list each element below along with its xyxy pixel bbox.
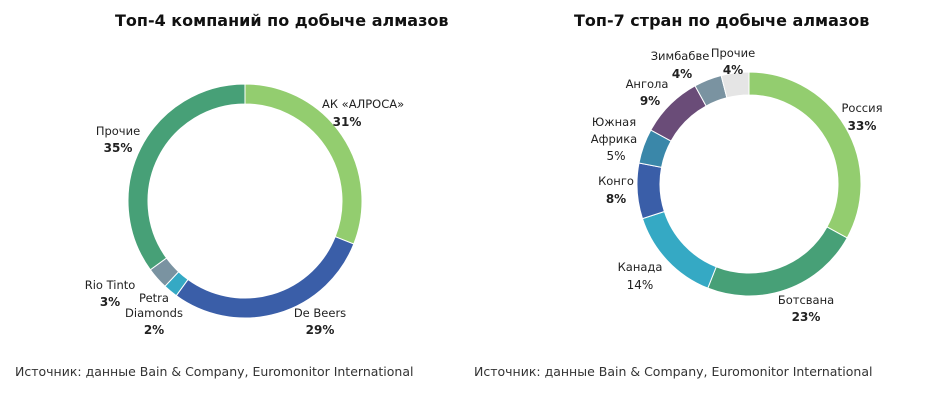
slice-label-zimbabwe-pct: 4% <box>672 67 692 81</box>
slice-label-south-africa-pct: 5% <box>606 149 625 163</box>
slice-label-angola-pct: 9% <box>640 94 660 108</box>
slice-label-botswana-name: Ботсвана <box>778 293 834 307</box>
source-note-left: Источник: данные Bain & Company, Euromon… <box>15 364 414 379</box>
slice-label-south-africa-name-2: Африка <box>591 132 637 146</box>
slice-label-angola-name: Ангола <box>626 77 669 91</box>
chart-title-countries: Топ-7 стран по добыче алмазов <box>574 11 870 30</box>
donut-1-slice-7 <box>720 71 750 99</box>
slice-label-canada-name: Канада <box>618 260 663 274</box>
slice-label-petra-name-1: Petra <box>139 291 169 305</box>
slice-label-other-companies-pct: 35% <box>104 141 133 155</box>
slice-label-riotinto-pct: 3% <box>100 295 120 309</box>
donut-0-slice-4 <box>127 83 246 271</box>
slice-label-petra-name-2: Diamonds <box>125 306 183 320</box>
slice-label-petra-pct: 2% <box>144 323 164 337</box>
slice-label-congo-name: Конго <box>598 174 634 188</box>
slice-label-alrosa-name: АК «АЛРОСА» <box>322 97 404 111</box>
slice-label-zimbabwe-name: Зимбабве <box>651 49 710 63</box>
donut-1-slice-2 <box>641 210 717 289</box>
slice-label-other-countries-name: Прочие <box>711 46 755 60</box>
slice-label-russia-pct: 33% <box>848 119 877 133</box>
slice-label-russia-name: Россия <box>841 101 882 115</box>
slice-label-debeers-name: De Beers <box>294 306 346 320</box>
source-note-right: Источник: данные Bain & Company, Euromon… <box>474 364 873 379</box>
slice-label-other-countries-pct: 4% <box>723 63 743 77</box>
slice-label-canada-pct: 14% <box>627 278 654 292</box>
slice-label-south-africa-name-1: Южная <box>592 115 636 129</box>
donut-companies <box>127 83 363 319</box>
slice-label-riotinto-name: Rio Tinto <box>85 278 136 292</box>
slice-label-alrosa-pct: 31% <box>333 115 362 129</box>
donut-1-slice-1 <box>707 226 848 297</box>
donut-1-slice-3 <box>636 162 665 220</box>
donut-countries <box>636 71 862 297</box>
donut-1-slice-0 <box>748 71 862 239</box>
slice-label-other-companies-name: Прочие <box>96 124 140 138</box>
slice-label-debeers-pct: 29% <box>306 323 335 337</box>
slice-label-congo-pct: 8% <box>606 192 626 206</box>
slice-label-botswana-pct: 23% <box>792 310 821 324</box>
chart-title-companies: Топ-4 компаний по добыче алмазов <box>115 11 449 30</box>
